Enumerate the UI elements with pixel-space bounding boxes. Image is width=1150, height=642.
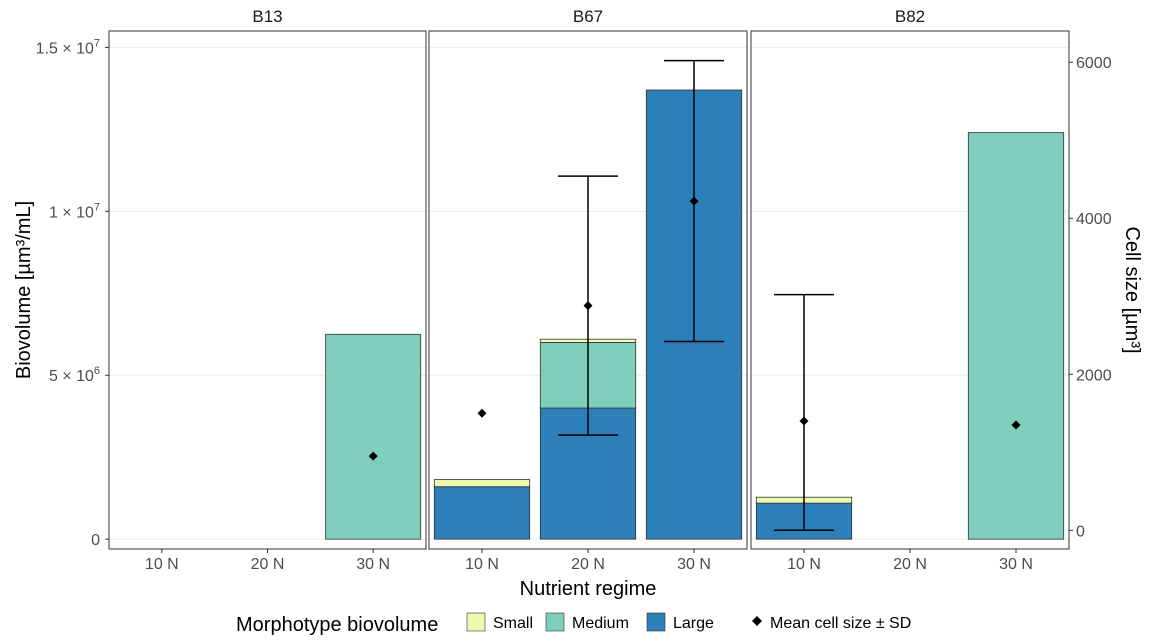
- y2-tick-label: 6000: [1076, 55, 1112, 72]
- y-tick-label: 1.5 × 107: [36, 37, 100, 57]
- x-tick-label: 30 N: [999, 556, 1033, 573]
- legend-key-diamond: [752, 616, 762, 626]
- panel-border: [428, 30, 748, 550]
- facet-b67: B67 10 N 20 N 30 N: [428, 7, 748, 573]
- y2-axis-title: Cell size [µm³]: [1121, 226, 1143, 353]
- mean-cell-size-point: [477, 408, 487, 418]
- x-tick-label: 10 N: [787, 556, 821, 573]
- legend-key-medium: [545, 612, 565, 632]
- bar-large: [539, 407, 637, 540]
- x-tick-label: 30 N: [677, 556, 711, 573]
- bar-large: [433, 486, 531, 540]
- legend-label-mean-cell-size: Mean cell size ± SD: [770, 615, 911, 632]
- bar-medium: [967, 132, 1065, 540]
- x-axis-title: Nutrient regime: [520, 578, 657, 600]
- mean-cell-size-point: [799, 416, 809, 426]
- facet-strip-label: B82: [895, 7, 925, 26]
- x-tick-label: 10 N: [145, 556, 179, 573]
- legend: Morphotype biovolume Small Medium Large …: [236, 612, 911, 636]
- panel-border: [750, 30, 1070, 550]
- x-tick-label: 20 N: [893, 556, 927, 573]
- y-axis-title: Biovolume [µm³/mL]: [13, 201, 35, 379]
- facet-b13: B13 10 N 20 N 30 N: [108, 7, 427, 573]
- mean-cell-size-point: [583, 301, 593, 311]
- y2-tick-label: 4000: [1076, 211, 1112, 228]
- y2-tick-label: 0: [1076, 523, 1085, 540]
- legend-label-large: Large: [673, 615, 714, 632]
- facet-strip-label: B67: [573, 7, 603, 26]
- bar-small: [433, 479, 531, 488]
- y2-tick-label: 2000: [1076, 367, 1112, 384]
- facet-b82: B82 10 N 20 N 30 N: [750, 7, 1070, 573]
- y-axis-left: 0 5 × 106 1 × 107 1.5 × 107: [36, 37, 109, 549]
- legend-label-small: Small: [493, 615, 533, 632]
- legend-key-small: [466, 612, 486, 632]
- x-tick-label: 30 N: [356, 556, 390, 573]
- x-tick-label: 10 N: [465, 556, 499, 573]
- y-axis-right: 0 2000 4000 6000: [1069, 55, 1112, 540]
- legend-title: Morphotype biovolume: [236, 614, 438, 636]
- y-tick-label: 5 × 106: [49, 365, 100, 385]
- legend-label-medium: Medium: [572, 615, 629, 632]
- mean-cell-size-point: [368, 451, 378, 461]
- bar-medium: [325, 333, 422, 540]
- mean-cell-size-point: [689, 196, 699, 206]
- facet-panels: B13 10 N 20 N 30 N B67 10 N 20 N 30 N B82 10 N 20 …: [108, 7, 1070, 573]
- panel-border: [108, 30, 427, 550]
- y-tick-label: 0: [91, 532, 100, 549]
- error-bar: [774, 293, 834, 532]
- y-tick-label: 1 × 107: [49, 201, 100, 221]
- facet-strip-label: B13: [252, 7, 282, 26]
- x-tick-label: 20 N: [251, 556, 285, 573]
- mean-cell-size-point: [1011, 420, 1021, 430]
- x-tick-label: 20 N: [571, 556, 605, 573]
- legend-key-large: [646, 612, 666, 632]
